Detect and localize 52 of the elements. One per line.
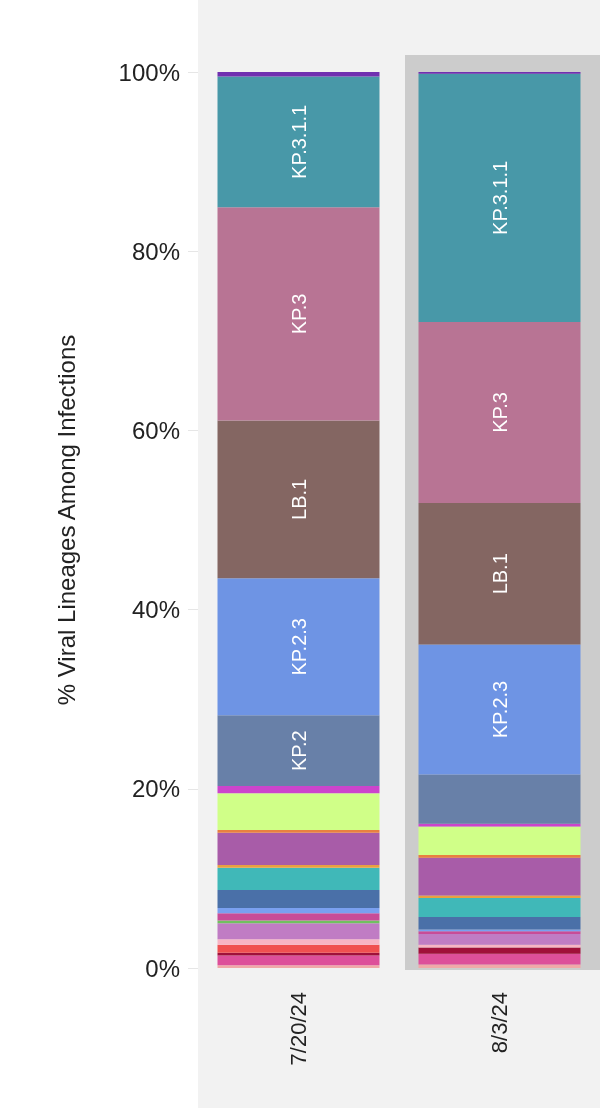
data-label: LB.1 bbox=[287, 478, 310, 520]
y-tick-label: 100% bbox=[118, 58, 180, 86]
bar bbox=[418, 953, 581, 965]
data-label: LB.1 bbox=[488, 553, 511, 595]
bar bbox=[217, 939, 380, 945]
bar bbox=[217, 867, 380, 891]
data-label: KP.2.3 bbox=[488, 680, 511, 739]
bar bbox=[217, 913, 380, 921]
bar bbox=[418, 964, 581, 968]
bar bbox=[217, 965, 380, 968]
data-label: KP.3 bbox=[488, 392, 511, 433]
bar bbox=[217, 907, 380, 914]
bar bbox=[217, 923, 380, 940]
bar bbox=[418, 826, 581, 856]
bar bbox=[418, 933, 581, 945]
x-tick-label: 8/3/24 bbox=[487, 992, 512, 1054]
data-label: KP.2.3 bbox=[287, 618, 310, 676]
y-tick-label: 20% bbox=[131, 775, 180, 803]
bar bbox=[217, 944, 380, 953]
bar bbox=[418, 321, 581, 503]
bar bbox=[418, 644, 581, 775]
bar bbox=[418, 916, 581, 930]
bar bbox=[418, 774, 581, 824]
bar bbox=[217, 715, 380, 787]
y-tick-label: 80% bbox=[131, 237, 180, 265]
bar bbox=[418, 855, 581, 858]
bar bbox=[418, 502, 581, 645]
data-label: KP.3.1.1 bbox=[488, 160, 511, 235]
bar bbox=[418, 895, 581, 899]
bar bbox=[217, 207, 380, 421]
bar bbox=[418, 857, 581, 896]
y-tick-label: 40% bbox=[131, 596, 180, 624]
y-tick-label: 60% bbox=[131, 416, 180, 444]
bar bbox=[418, 947, 581, 954]
data-label: KP.3 bbox=[287, 293, 310, 335]
y-axis-title: % Viral Lineages Among Infections bbox=[52, 334, 80, 706]
bar bbox=[217, 786, 380, 794]
bar bbox=[217, 76, 380, 208]
y-tick-label: 0% bbox=[145, 954, 180, 982]
bar bbox=[418, 898, 581, 917]
bar bbox=[217, 890, 380, 908]
data-label: KP.2 bbox=[287, 730, 310, 772]
data-label: KP.3.1.1 bbox=[287, 104, 310, 179]
bar bbox=[217, 420, 380, 579]
bar bbox=[217, 578, 380, 716]
x-tick-label: 7/20/24 bbox=[286, 992, 311, 1066]
bar bbox=[217, 955, 380, 966]
bar bbox=[217, 832, 380, 865]
bar bbox=[217, 793, 380, 831]
bar bbox=[418, 73, 581, 322]
bar bbox=[217, 830, 380, 833]
bar bbox=[217, 864, 380, 868]
